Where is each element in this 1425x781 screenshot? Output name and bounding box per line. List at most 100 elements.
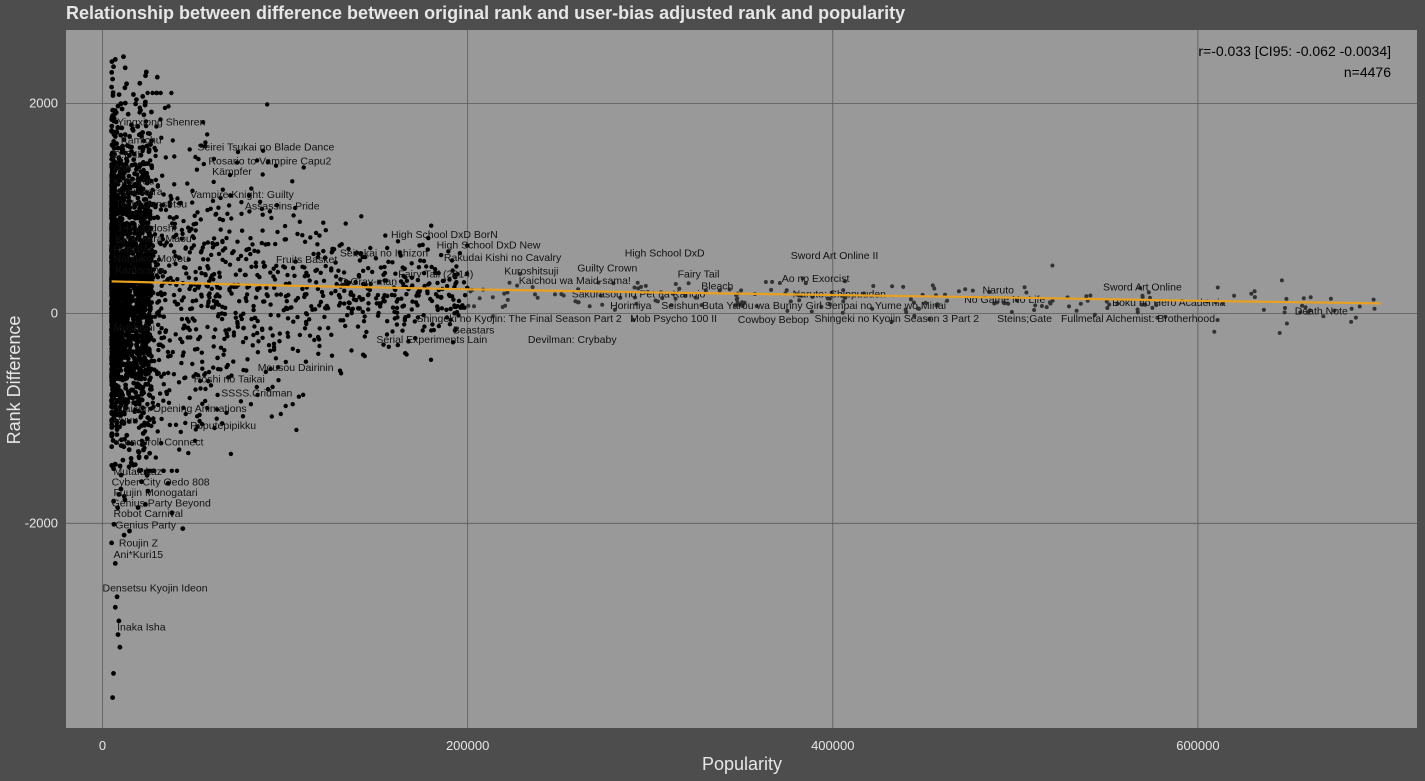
data-point bbox=[143, 73, 148, 79]
data-point bbox=[120, 143, 125, 149]
data-point bbox=[211, 277, 216, 282]
data-point bbox=[313, 268, 318, 273]
data-point bbox=[224, 364, 229, 370]
data-point bbox=[112, 273, 118, 278]
point-label: Densetsu Kyojin Ideon bbox=[103, 583, 208, 595]
data-point bbox=[126, 173, 132, 179]
data-point bbox=[141, 112, 147, 118]
y-tick-label: 0 bbox=[51, 305, 58, 320]
data-point bbox=[167, 200, 172, 205]
data-point bbox=[329, 332, 334, 337]
trend-line bbox=[111, 280, 1381, 305]
data-point bbox=[425, 247, 430, 252]
data-point bbox=[109, 379, 115, 384]
data-point bbox=[179, 316, 185, 322]
data-point bbox=[406, 313, 411, 319]
data-point bbox=[290, 346, 295, 351]
data-point bbox=[152, 314, 158, 319]
data-point bbox=[169, 90, 174, 96]
data-point bbox=[151, 338, 157, 343]
grid-lines bbox=[66, 30, 1417, 728]
data-point bbox=[268, 366, 273, 372]
point-label: 1-i ni Odoshi bbox=[117, 223, 176, 235]
data-point bbox=[202, 372, 207, 377]
point-label: Horimiya bbox=[610, 300, 652, 312]
data-point bbox=[400, 328, 405, 333]
data-point bbox=[218, 345, 224, 350]
data-point bbox=[278, 292, 283, 297]
data-point bbox=[137, 212, 142, 217]
data-point bbox=[222, 336, 227, 342]
data-point bbox=[268, 312, 273, 318]
data-point bbox=[264, 292, 269, 297]
data-point bbox=[147, 366, 152, 372]
data-point bbox=[1212, 329, 1217, 334]
data-point bbox=[179, 236, 184, 241]
data-point bbox=[231, 330, 237, 335]
data-point bbox=[131, 380, 137, 386]
data-point bbox=[123, 385, 129, 391]
data-point bbox=[205, 132, 210, 137]
data-point bbox=[186, 450, 191, 456]
data-point bbox=[444, 284, 450, 289]
data-point bbox=[156, 347, 161, 353]
data-point bbox=[289, 305, 294, 310]
data-point bbox=[309, 304, 314, 309]
data-point bbox=[193, 387, 198, 392]
data-point bbox=[669, 303, 674, 308]
point-label: Devilman: Crybaby bbox=[528, 334, 617, 346]
data-point bbox=[430, 322, 435, 327]
data-point bbox=[312, 307, 318, 312]
data-point bbox=[132, 372, 138, 378]
data-point bbox=[115, 229, 120, 235]
data-point bbox=[181, 405, 186, 410]
data-point bbox=[338, 277, 343, 282]
data-point bbox=[233, 272, 239, 277]
data-point bbox=[146, 326, 151, 332]
data-point bbox=[121, 137, 127, 143]
data-point bbox=[115, 632, 121, 637]
data-point bbox=[111, 236, 117, 242]
data-point bbox=[142, 207, 148, 212]
data-point bbox=[175, 277, 180, 282]
data-point bbox=[179, 360, 184, 366]
data-point bbox=[145, 401, 150, 407]
data-point bbox=[110, 241, 116, 247]
data-point bbox=[122, 397, 128, 402]
data-point bbox=[159, 335, 164, 341]
data-point bbox=[122, 65, 128, 71]
data-point bbox=[136, 339, 142, 344]
data-point bbox=[150, 243, 156, 248]
data-point bbox=[127, 178, 132, 184]
data-point bbox=[176, 255, 182, 260]
chart-title: Relationship between difference between … bbox=[66, 3, 906, 23]
data-point bbox=[110, 76, 115, 82]
data-point bbox=[112, 364, 118, 370]
data-point bbox=[384, 332, 390, 337]
point-label: Fullmetal Alchemist: Brotherhood bbox=[1061, 313, 1215, 325]
data-point bbox=[126, 447, 132, 453]
data-point bbox=[274, 292, 279, 297]
data-point bbox=[302, 265, 307, 270]
data-point bbox=[1332, 308, 1337, 313]
data-point bbox=[139, 376, 145, 381]
data-point bbox=[147, 468, 153, 473]
data-point bbox=[395, 239, 401, 244]
data-point bbox=[199, 350, 204, 355]
data-point bbox=[406, 339, 411, 344]
data-point bbox=[450, 340, 456, 345]
data-point bbox=[150, 400, 155, 405]
data-point bbox=[109, 127, 114, 133]
data-point bbox=[136, 247, 142, 253]
data-point bbox=[420, 242, 425, 247]
data-point bbox=[144, 290, 150, 296]
data-point bbox=[120, 457, 126, 463]
data-point bbox=[138, 333, 143, 338]
data-point bbox=[156, 309, 162, 314]
data-point bbox=[201, 257, 206, 262]
data-point bbox=[113, 368, 119, 373]
data-point bbox=[152, 145, 157, 151]
data-point bbox=[124, 81, 129, 87]
data-point bbox=[125, 166, 131, 171]
data-point bbox=[290, 402, 295, 407]
